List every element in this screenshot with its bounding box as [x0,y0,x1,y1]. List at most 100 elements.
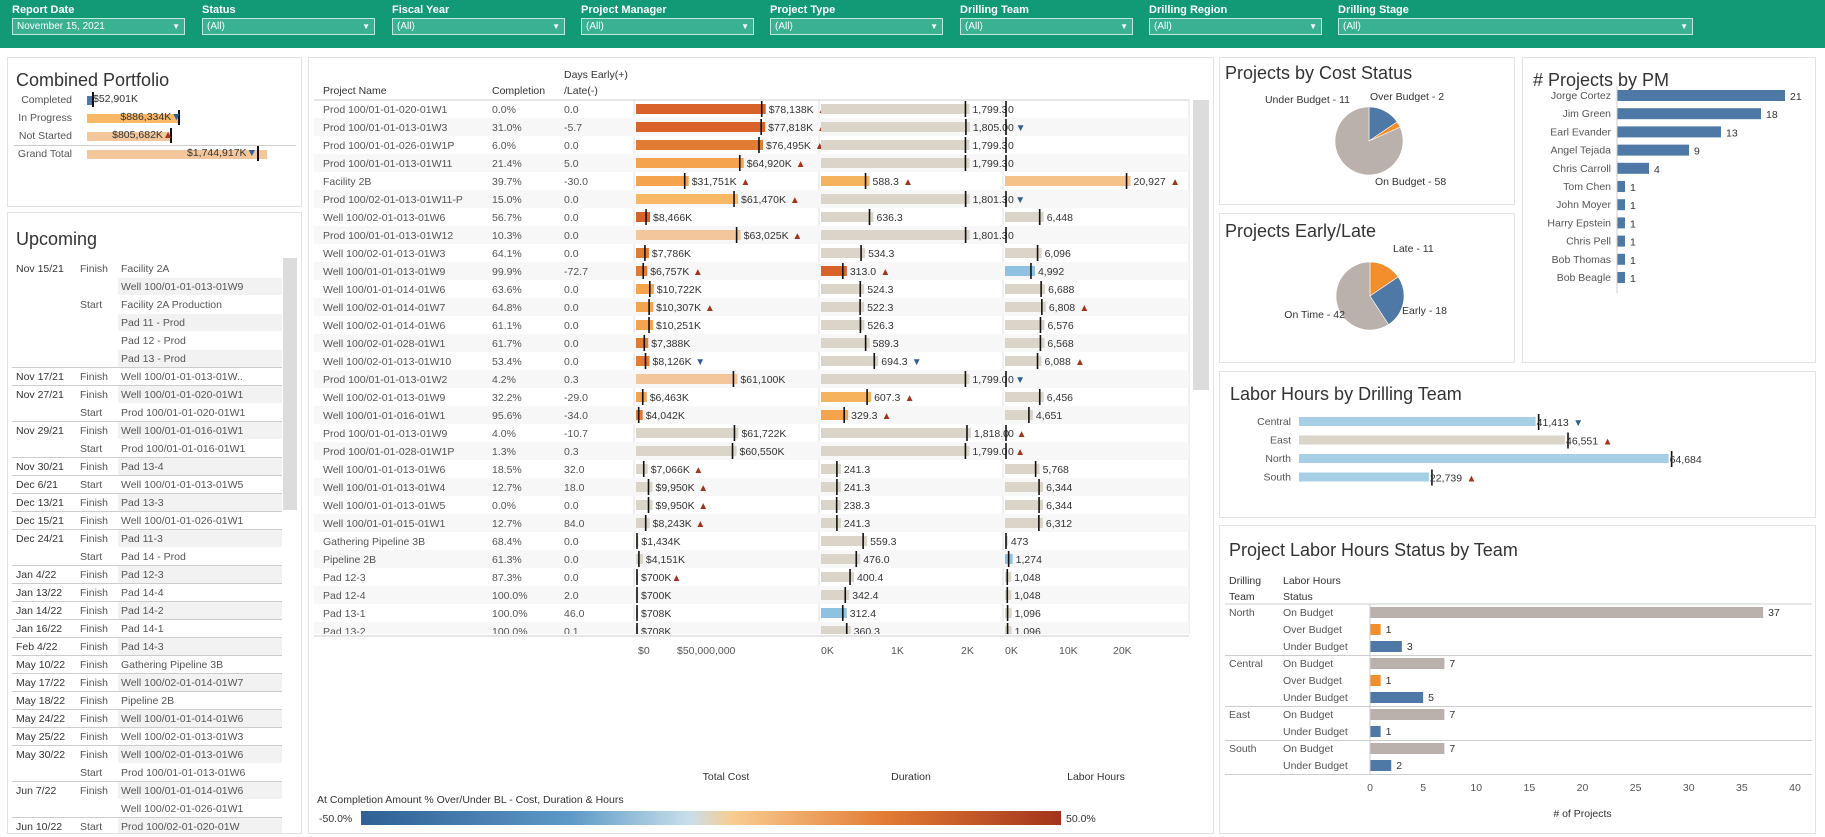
filter-dropdown[interactable]: (All) ▼ [1338,18,1693,35]
pm-bar[interactable] [1617,181,1625,192]
project-name[interactable]: Well 100/01-01-013-01W5 [323,500,446,512]
project-name[interactable]: Well 100/02-01-013-01W6 [323,212,446,224]
project-name[interactable]: Prod 100/01-01-028-01W1P [323,446,454,458]
upcoming-item[interactable]: Pad 11 - Prod [121,317,186,329]
team-bar[interactable] [1299,472,1429,482]
project-name[interactable]: Well 100/02-01-013-01W3 [323,248,446,260]
upcoming-item[interactable]: Facility 2A [121,263,170,275]
ls-bar[interactable] [1370,743,1445,754]
ls-bar[interactable] [1370,607,1764,618]
filter-dropdown[interactable]: (All) ▼ [392,18,565,35]
ls-bar[interactable] [1370,709,1445,720]
project-name[interactable]: Well 100/01-01-013-01W6 [323,464,446,476]
upcoming-item[interactable]: Well 100/01-01-016-01W1 [121,425,244,437]
project-name[interactable]: Prod 100/02-01-013-01W11-P [323,194,463,206]
project-name[interactable]: Pipeline 2B [323,554,376,566]
team-bar[interactable] [1299,435,1566,445]
upcoming-item[interactable]: Pad 12 - Prod [121,335,186,347]
project-name[interactable]: Well 100/01-01-014-01W6 [323,284,446,296]
upcoming-item[interactable]: Pad 13-4 [121,461,164,473]
upcoming-item[interactable]: Pad 11-3 [121,533,163,545]
pm-bar[interactable] [1617,108,1761,120]
pie-slice[interactable] [1334,106,1404,176]
upcoming-item[interactable]: Well 100/01-01-014-01W6 [121,713,244,725]
ls-bar[interactable] [1370,624,1381,635]
upcoming-item[interactable]: Pad 14-2 [121,605,164,617]
upcoming-scrollbar[interactable] [283,258,297,510]
project-name[interactable]: Well 100/02-01-013-01W10 [323,356,451,368]
project-name[interactable]: Well 100/01-01-013-01W4 [323,482,446,494]
project-name[interactable]: Prod 100/01-01-013-01W12 [323,230,453,242]
filter-dropdown[interactable]: (All) ▼ [960,18,1133,35]
ls-bar[interactable] [1370,692,1424,703]
upcoming-item[interactable]: Facility 2A Production [121,299,222,311]
pm-bar[interactable] [1617,126,1721,138]
upcoming-item[interactable]: Prod 100/01-01-013-01W6 [121,767,246,779]
project-name[interactable]: Prod 100/01-01-013-01W11 [323,158,453,170]
pm-bar[interactable] [1617,199,1625,211]
projects-scrollbar[interactable] [1193,100,1209,390]
upcoming-item[interactable]: Well 100/02-01-026-01W1 [121,803,244,815]
upcoming-item[interactable]: Well 100/01-01-013-01W5 [121,479,244,491]
upcoming-item[interactable]: Well 100/01-01-014-01W6 [121,785,244,797]
project-name[interactable]: Prod 100/01-01-013-01W9 [323,428,447,440]
pm-bar[interactable] [1617,144,1689,156]
upcoming-item[interactable]: Prod 100/01-01-020-01W1 [121,407,246,419]
project-name[interactable]: Well 100/02-01-013-01W9 [323,392,446,404]
pm-bar[interactable] [1617,253,1625,265]
upcoming-item[interactable]: Pad 14-4 [121,587,164,599]
upcoming-item[interactable]: Well 100/01-01-020-01W1 [121,389,244,401]
upcoming-item[interactable]: Prod 100/02-01-020-01W [121,821,240,833]
upcoming-item[interactable]: Pad 14-1 [121,623,164,635]
ls-bar[interactable] [1370,675,1381,686]
project-name[interactable]: Well 100/01-01-016-01W1 [323,410,446,422]
ls-bar[interactable] [1370,641,1402,652]
upcoming-item[interactable]: Pad 14 - Prod [121,551,186,563]
project-name[interactable]: Well 100/01-01-015-01W1 [323,518,446,530]
upcoming-item[interactable]: Gathering Pipeline 3B [121,659,224,671]
filter-dropdown[interactable]: (All) ▼ [202,18,375,35]
ls-bar[interactable] [1370,760,1392,771]
project-name[interactable]: Well 100/02-01-014-01W7 [323,302,446,314]
upcoming-item[interactable]: Pad 13 - Prod [121,353,186,365]
project-name[interactable]: Well 100/02-01-028-01W1 [323,338,446,350]
project-name[interactable]: Well 100/01-01-013-01W9 [323,266,446,278]
upcoming-item[interactable]: Well 100/02-01-013-01W3 [121,731,244,743]
project-name[interactable]: Pad 13-1 [323,608,366,620]
pm-bar[interactable] [1617,90,1785,101]
project-name[interactable]: Prod 100/01-01-013-01W3 [323,122,447,134]
project-name[interactable]: Pad 12-4 [323,590,366,602]
project-name[interactable]: Facility 2B [323,176,371,188]
project-name[interactable]: Well 100/02-01-014-01W6 [323,320,446,332]
project-name[interactable]: Pad 12-3 [323,572,366,584]
project-name[interactable]: Prod 100/01-01-026-01W1P [323,140,454,152]
pm-bar[interactable] [1617,235,1625,247]
upcoming-item[interactable]: Well 100/01-01-013-01W9 [121,281,244,293]
ls-bar[interactable] [1370,658,1445,669]
ls-bar[interactable] [1370,726,1381,737]
upcoming-item[interactable]: Prod 100/01-01-016-01W1 [121,443,246,455]
upcoming-item[interactable]: Pad 14-3 [121,641,164,653]
pm-bar[interactable] [1617,272,1625,283]
pie-slice[interactable] [1335,261,1389,331]
upcoming-item[interactable]: Pad 12-3 [121,569,164,581]
upcoming-item[interactable]: Pad 13-3 [121,497,164,509]
upcoming-item[interactable]: Well 100/02-01-013-01W6 [121,749,244,761]
project-name[interactable]: Gathering Pipeline 3B [323,536,425,548]
pm-bar[interactable] [1617,217,1625,229]
team-bar[interactable] [1299,454,1669,463]
project-name[interactable]: Prod 100/01-01-020-01W1 [323,104,447,116]
filter-dropdown[interactable]: (All) ▼ [770,18,943,35]
upcoming-item[interactable]: Well 100/01-01-013-01W.. [121,371,243,383]
filter-dropdown[interactable]: (All) ▼ [581,18,754,35]
pm-name: Angel Tejada [1550,145,1611,157]
pm-bar[interactable] [1617,162,1649,174]
pie-slice[interactable] [1369,276,1405,325]
project-name[interactable]: Prod 100/01-01-013-01W2 [323,374,447,386]
team-bar[interactable] [1299,417,1536,426]
filter-dropdown[interactable]: November 15, 2021 ▼ [12,18,185,35]
upcoming-item[interactable]: Well 100/01-01-026-01W1 [121,515,244,527]
filter-dropdown[interactable]: (All) ▼ [1149,18,1322,35]
upcoming-item[interactable]: Pipeline 2B [121,695,175,707]
upcoming-item[interactable]: Well 100/02-01-014-01W7 [121,677,244,689]
